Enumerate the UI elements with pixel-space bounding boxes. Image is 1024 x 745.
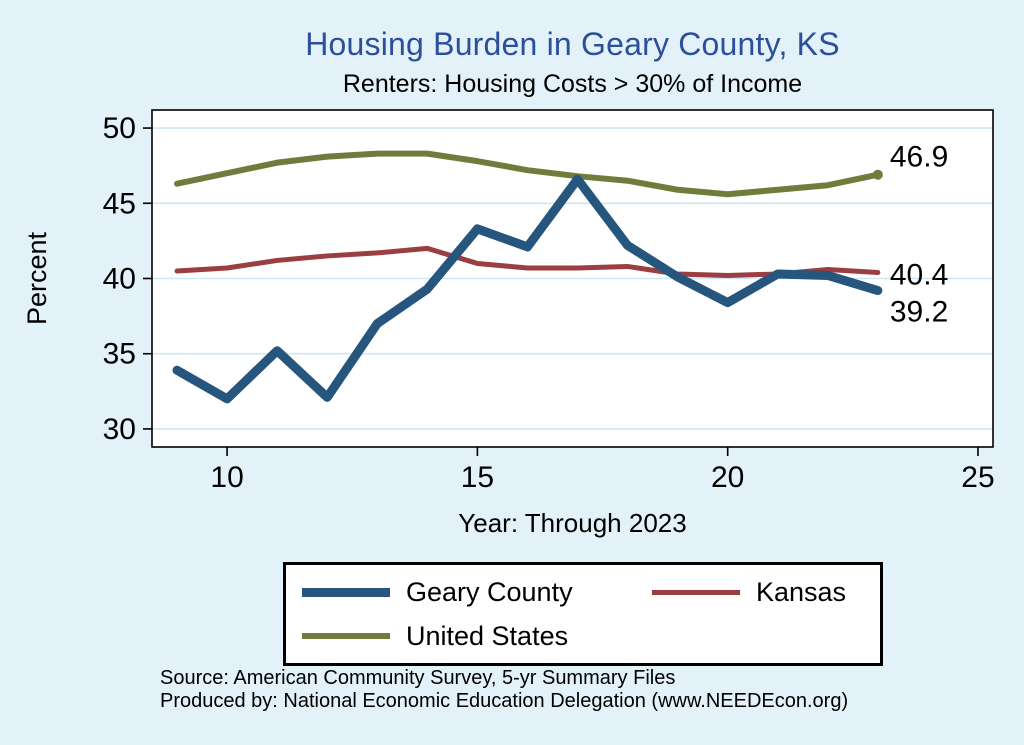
y-axis-label: Percent	[22, 231, 52, 326]
y-tick-label: 35	[103, 338, 136, 371]
legend-swatch-kansas	[652, 589, 740, 595]
chart-title: Housing Burden in Geary County, KS	[305, 26, 840, 62]
legend-swatch-united-states	[302, 633, 390, 639]
legend-swatch-geary-county	[302, 587, 390, 597]
x-axis-label: Year: Through 2023	[458, 508, 687, 538]
x-tick-label: 15	[461, 461, 494, 494]
y-tick-label: 30	[103, 413, 136, 446]
legend-item-kansas: Kansas	[652, 575, 864, 609]
source-line: Source: American Community Survey, 5-yr …	[160, 667, 676, 689]
series-end-marker-united-states	[872, 169, 883, 180]
legend-label-kansas: Kansas	[756, 576, 847, 607]
series-line-geary-county	[172, 174, 883, 404]
x-tick-label: 25	[961, 461, 994, 494]
legend-item-geary-county: Geary County	[302, 575, 652, 609]
end-label-kansas: 40.4	[890, 258, 948, 291]
end-label-united-states: 46.9	[890, 141, 948, 174]
series-line-united-states	[174, 150, 881, 198]
produced-by-line: Produced by: National Economic Education…	[160, 690, 849, 712]
legend-label-united-states: United States	[406, 620, 569, 651]
y-tick-label: 45	[103, 187, 136, 220]
x-tick-label: 20	[711, 461, 744, 494]
source-note: Source: American Community Survey, 5-yr …	[160, 667, 848, 713]
y-tick-label: 40	[103, 263, 136, 296]
legend-label-geary-county: Geary County	[406, 576, 573, 607]
end-label-geary-county: 39.2	[890, 296, 948, 329]
chart-subtitle: Renters: Housing Costs > 30% of Income	[342, 70, 803, 98]
x-tick-label: 10	[210, 461, 243, 494]
series-line-kansas	[174, 245, 881, 278]
legend: Geary County Kansas United States	[283, 562, 883, 666]
y-tick-label: 50	[103, 112, 136, 145]
legend-item-united-states: United States	[302, 619, 652, 653]
